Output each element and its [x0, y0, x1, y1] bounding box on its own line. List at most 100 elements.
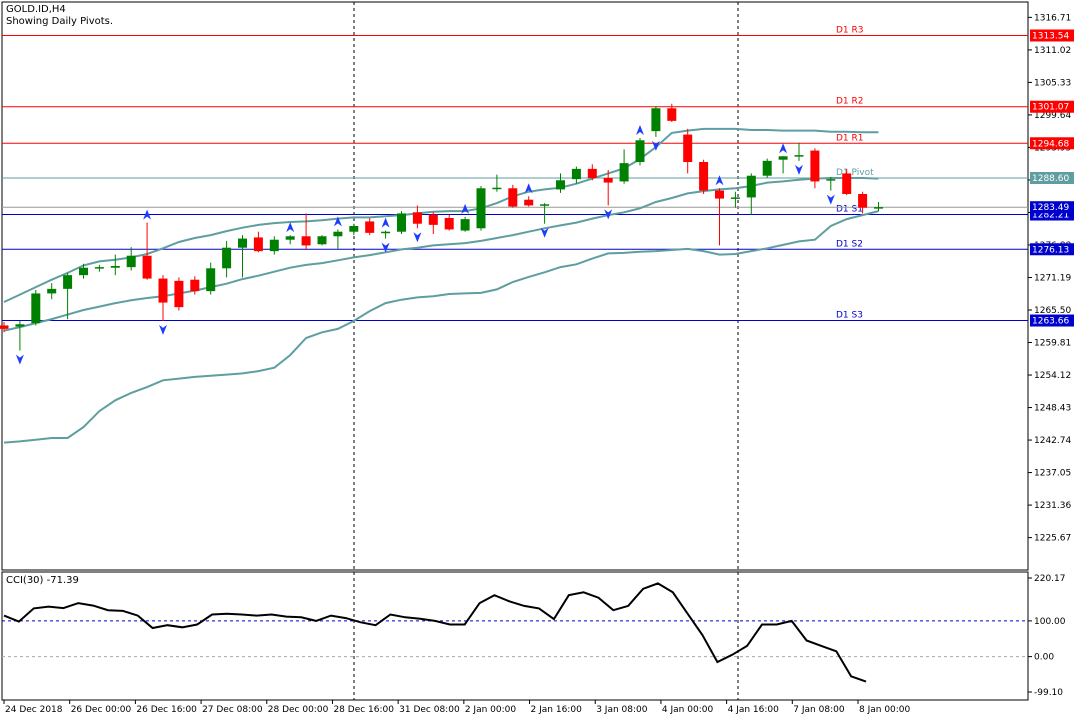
cci-line	[3, 582, 867, 683]
fractal-down-arrow	[795, 164, 803, 175]
fractal-down-arrow	[413, 232, 422, 243]
candle-body	[571, 168, 581, 180]
candle-body	[794, 155, 804, 157]
candle-body	[79, 267, 88, 276]
candle-body	[492, 187, 502, 190]
fractal-down-arrow	[381, 242, 390, 253]
cci-title: CCI(30) -71.39	[6, 575, 79, 586]
pivot-price-label: 1301.07	[1032, 103, 1069, 113]
candle-body	[540, 204, 550, 206]
pivot-subtitle: Showing Daily Pivots.	[6, 16, 114, 27]
fractal-up-arrow	[636, 125, 644, 135]
candle-body	[269, 239, 279, 252]
candle-body	[174, 280, 184, 308]
time-axis-label: 2 Jan 16:00	[531, 705, 583, 715]
pivot-price-box	[1030, 100, 1074, 113]
candle-body	[858, 194, 868, 208]
candle-body	[874, 207, 883, 209]
price-axis-label: 1299.64	[1034, 111, 1071, 121]
main-pane-frame	[1, 1, 1029, 571]
fractal-up-arrow	[333, 216, 342, 227]
candle-body	[206, 268, 216, 292]
fractal-down-arrow	[604, 209, 613, 220]
candle-body	[524, 199, 534, 206]
candle-body	[412, 212, 422, 224]
pivot-price-label: 1276.13	[1032, 245, 1069, 255]
price-axis-label: 1259.81	[1034, 339, 1071, 349]
candle-body	[683, 134, 693, 162]
price-axis-label: 1316.71	[1034, 13, 1071, 23]
pivot-label: D1 S3	[836, 311, 863, 321]
envelope-lower-line	[3, 210, 879, 444]
pivot-price-box	[1030, 314, 1074, 327]
time-axis-label: 26 Dec 16:00	[136, 705, 197, 715]
price-axis-label: 1305.33	[1034, 78, 1071, 88]
price-axis-label: 1248.43	[1034, 404, 1071, 414]
candle-body	[110, 266, 120, 268]
candle-body	[301, 236, 311, 246]
pivot-label: D1 S1	[836, 205, 863, 215]
candle-body	[94, 267, 104, 269]
candle-body	[667, 108, 677, 121]
candle-body	[842, 173, 852, 194]
candle-body	[762, 160, 772, 176]
fractal-up-arrow	[143, 209, 152, 220]
price-axis-label: 1225.67	[1034, 534, 1071, 544]
time-axis-label: 7 Jan 08:00	[793, 705, 845, 715]
candle-body	[317, 236, 327, 245]
cci-axis-label: 0.00	[1034, 653, 1054, 663]
time-axis-label: 31 Dec 08:00	[399, 705, 460, 715]
fractal-up-arrow	[381, 217, 390, 228]
price-axis-label: 1254.12	[1034, 371, 1071, 381]
pivot-price-label: 1282.21	[1032, 211, 1069, 221]
price-axis-label: 1271.19	[1034, 273, 1071, 283]
candle-body	[778, 156, 788, 160]
pivot-label: D1 R1	[836, 133, 864, 143]
candle-body	[746, 175, 756, 198]
pivot-label: D1 Pivot	[836, 168, 874, 178]
candle-body	[826, 179, 836, 181]
fractal-up-arrow	[461, 203, 470, 214]
time-axis-label: 4 Jan 16:00	[728, 705, 780, 715]
candle-body	[238, 238, 247, 248]
candle-body	[349, 226, 359, 232]
candle-body	[810, 150, 820, 182]
fractal-up-arrow	[779, 143, 788, 154]
pivot-price-box	[1030, 243, 1074, 256]
candle-body	[158, 278, 168, 303]
pivot-price-box	[1030, 29, 1074, 42]
cci-axis-label: 100.00	[1034, 617, 1066, 627]
time-axis-label: 28 Dec 00:00	[268, 705, 329, 715]
time-axis-label: 3 Jan 08:00	[596, 705, 648, 715]
candle-body	[556, 180, 565, 190]
current-price-box	[1030, 201, 1074, 214]
fractal-down-arrow	[651, 140, 660, 151]
current-price-label: 1283.49	[1032, 203, 1069, 213]
candle-body	[397, 213, 406, 232]
pivot-price-label: 1294.68	[1032, 139, 1069, 149]
pivot-label: D1 R3	[836, 25, 864, 35]
candle-body	[253, 237, 263, 252]
pivot-price-label: 1263.66	[1032, 317, 1069, 327]
candle-body	[460, 219, 470, 231]
price-axis-label: 1311.02	[1034, 46, 1071, 56]
candle-body	[730, 197, 740, 199]
price-axis-label: 1231.36	[1034, 501, 1071, 511]
pivot-price-label: 1313.54	[1032, 31, 1069, 41]
cci-axis-label: 220.17	[1034, 574, 1066, 584]
candle-body	[619, 163, 629, 182]
candle-body	[15, 324, 25, 327]
time-axis-label: 4 Jan 00:00	[662, 705, 714, 715]
fractal-up-arrow	[524, 183, 533, 194]
fractal-down-arrow	[826, 194, 835, 205]
envelope-upper-line	[3, 127, 879, 303]
time-axis-label: 27 Dec 08:00	[202, 705, 263, 715]
fractal-down-arrow	[159, 324, 167, 335]
fractal-down-arrow	[15, 354, 24, 365]
candle-body	[635, 140, 645, 162]
price-axis-label: 1242.74	[1034, 436, 1071, 446]
time-axis-label: 26 Dec 00:00	[71, 705, 132, 715]
time-axis-label: 8 Jan 00:00	[859, 705, 911, 715]
